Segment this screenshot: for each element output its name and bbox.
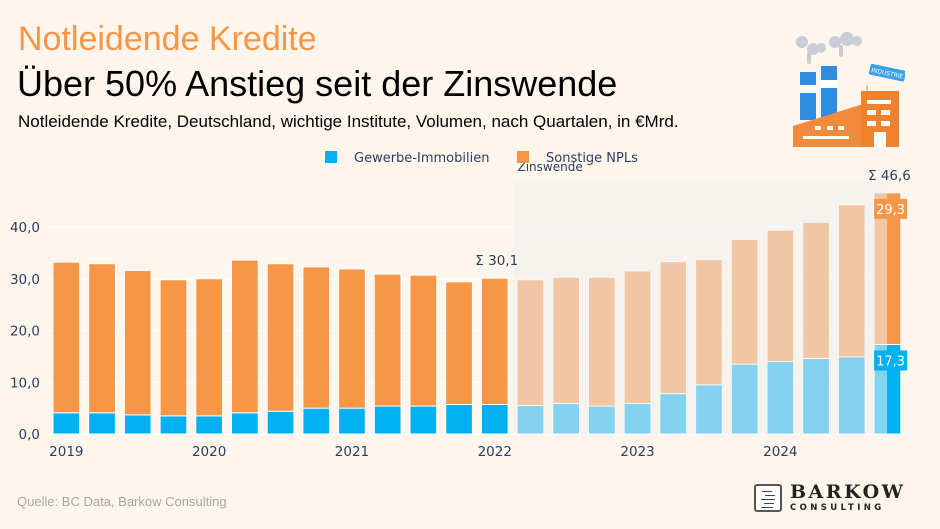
bar-gewerbe (159, 415, 188, 435)
value-label-box (874, 350, 908, 371)
x-tick-label: 2020 (192, 444, 226, 460)
y-tick-label: 20,0 (10, 324, 40, 340)
bar-gewerbe (445, 404, 473, 435)
value-label: 17,3 (876, 354, 905, 369)
bar-sonstige (445, 281, 473, 406)
x-tick-label: 2023 (620, 444, 654, 460)
logo-mark-icon (754, 483, 782, 512)
bar-sonstige (338, 268, 366, 409)
x-tick-label: 2019 (49, 444, 83, 460)
bar-gewerbe (123, 414, 152, 435)
bar-gewerbe (88, 412, 116, 435)
factory-icon: INDUSTRIE (793, 32, 905, 147)
y-tick-label: 0,0 (19, 427, 40, 443)
logo-tagline: CONSULTING (790, 503, 885, 513)
y-tick-label: 10,0 (10, 375, 40, 391)
zinswende-shaded-region (513, 181, 888, 434)
bar-sonstige (195, 278, 224, 417)
source-note: Quelle: BC Data, Barkow Consulting (17, 494, 227, 509)
bar-gewerbe (52, 412, 81, 435)
y-tick-label: 40,0 (10, 220, 40, 236)
bar-gewerbe (480, 404, 509, 435)
bar-gewerbe (195, 415, 224, 435)
chart-kicker: Notleidende Kredite (18, 20, 317, 58)
bar-sonstige (266, 263, 295, 412)
logo-wordmark: BARKOW (790, 481, 906, 503)
x-tick-label: 2024 (763, 444, 797, 460)
bar-sonstige (409, 274, 438, 407)
bar-gewerbe (409, 405, 438, 435)
bar-sonstige (52, 261, 81, 414)
chart-subtitle: Notleidende Kredite, Deutschland, wichti… (18, 112, 679, 131)
bar-sonstige (480, 277, 509, 406)
legend-swatch-sonstige (517, 151, 529, 163)
value-label: 29,3 (876, 203, 905, 218)
bar-sonstige (88, 263, 116, 414)
chart-headline: Über 50% Anstieg seit der Zinswende (17, 63, 618, 104)
smoke-icon (796, 32, 862, 64)
bar-sonstige (373, 273, 402, 407)
x-tick-label: 2022 (478, 444, 512, 460)
bar-sonstige (302, 266, 331, 409)
bar-gewerbe (231, 412, 259, 435)
bar-gewerbe (302, 407, 331, 435)
zinswende-label: Zinswende (517, 160, 582, 174)
bar-sonstige (159, 279, 188, 417)
legend-label-sonstige: Sonstige NPLs (546, 151, 638, 166)
legend-swatch-gewerbe (325, 151, 337, 163)
bar-sonstige (123, 269, 152, 416)
total-annotation: Σ 30,1 (475, 253, 518, 269)
value-label-box (874, 198, 908, 219)
bar-sonstige (231, 259, 259, 414)
total-annotation: Σ 46,6 (868, 168, 911, 184)
bar-gewerbe (266, 410, 295, 435)
x-tick-label: 2021 (335, 444, 369, 460)
stacked-bar-chart: 0,0 10,0 20,0 30,0 40,0 Zinswende 2019 2020 2021… (10, 151, 911, 460)
bar-gewerbe (338, 407, 366, 435)
bar-gewerbe (373, 405, 402, 435)
y-tick-label: 30,0 (10, 272, 40, 288)
legend-label-gewerbe: Gewerbe-Immobilien (354, 151, 489, 166)
chart-legend: Gewerbe-Immobilien Sonstige NPLs (325, 151, 638, 166)
barkow-logo: BARKOW CONSULTING (754, 483, 905, 513)
